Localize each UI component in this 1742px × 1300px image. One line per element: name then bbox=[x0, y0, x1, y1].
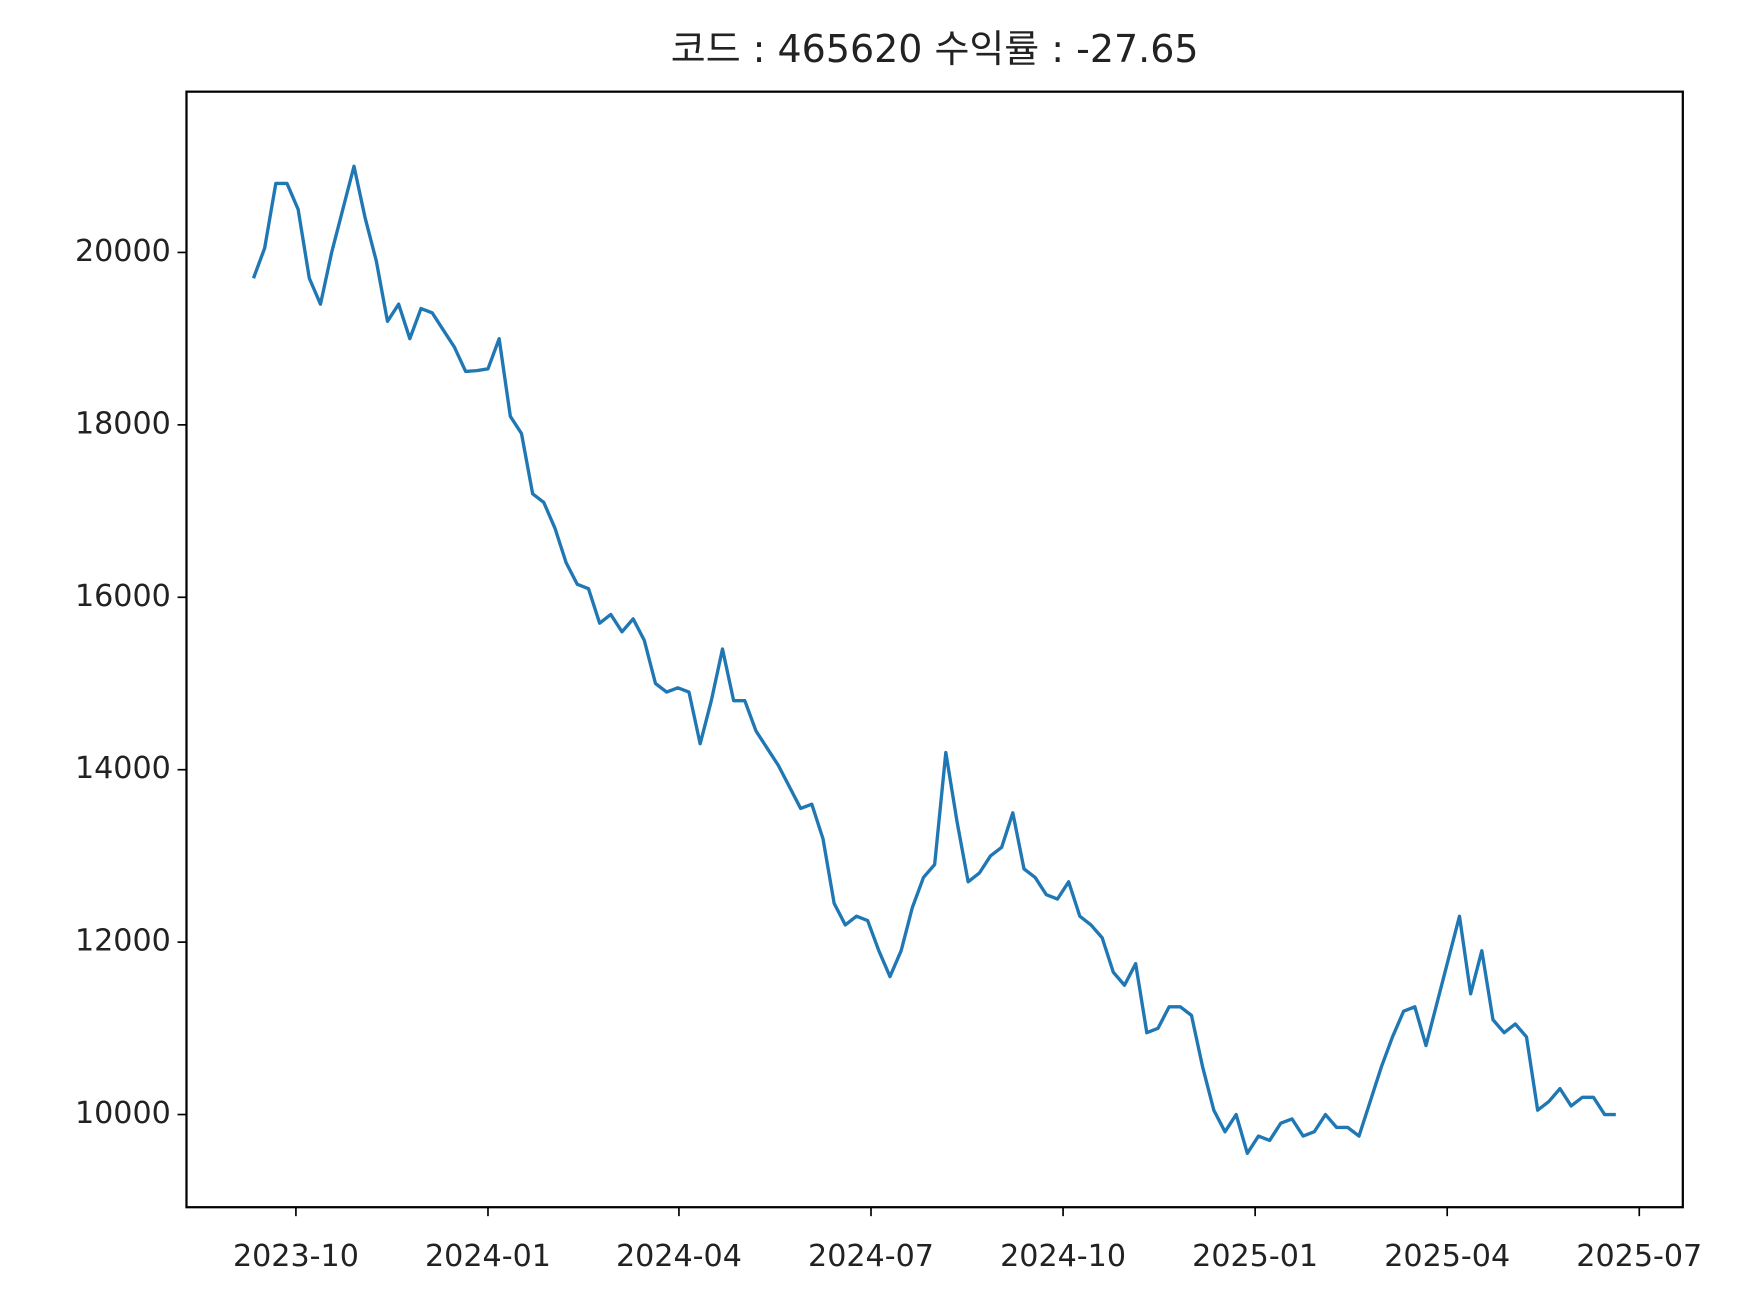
y-tick-label: 12000 bbox=[75, 924, 171, 959]
x-tick-label: 2023-10 bbox=[233, 1239, 359, 1274]
price-line bbox=[251, 164, 1616, 1155]
x-tick-label: 2025-04 bbox=[1384, 1239, 1510, 1274]
x-tick-label: 2024-01 bbox=[425, 1239, 551, 1274]
plot-frame bbox=[185, 90, 1684, 1209]
x-tick-label: 2024-07 bbox=[808, 1239, 934, 1274]
y-tick-label: 18000 bbox=[75, 406, 171, 441]
x-tick-label: 2024-04 bbox=[616, 1239, 742, 1274]
x-tick-label: 2024-10 bbox=[1000, 1239, 1126, 1274]
y-tick-label: 20000 bbox=[75, 234, 171, 269]
chart-title: 코드 : 465620 수익률 : -27.65 bbox=[671, 27, 1199, 71]
x-tick-label: 2025-01 bbox=[1192, 1239, 1318, 1274]
x-tick-label: 2025-07 bbox=[1576, 1239, 1702, 1274]
y-tick-label: 16000 bbox=[75, 579, 171, 614]
y-tick-label: 14000 bbox=[75, 751, 171, 786]
y-tick-label: 10000 bbox=[75, 1096, 171, 1131]
